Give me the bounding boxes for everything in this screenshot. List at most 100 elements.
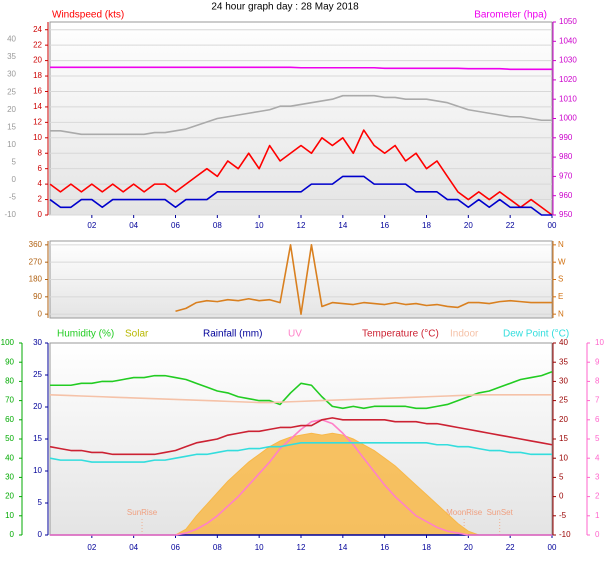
y-tick-label: 10 bbox=[33, 133, 42, 142]
y2-tick-label: S bbox=[558, 275, 563, 284]
series-label: Rainfall (mm) bbox=[203, 329, 262, 340]
y4-tick-label: 7 bbox=[595, 396, 600, 405]
series-label: Dew Point (°C) bbox=[503, 329, 569, 340]
x-tick-label: 06 bbox=[171, 543, 180, 552]
series-line bbox=[49, 129, 553, 216]
y2-tick-label: 990 bbox=[559, 133, 573, 142]
y-tick-label: 50 bbox=[5, 434, 14, 443]
x-tick-label: 10 bbox=[255, 543, 264, 552]
series-line bbox=[49, 442, 552, 463]
y-tick-label: 30 bbox=[5, 473, 14, 482]
x-tick-label: 16 bbox=[380, 543, 389, 552]
y2-tick-label: 0 bbox=[38, 530, 43, 539]
y3-tick-label: -5 bbox=[9, 193, 17, 202]
series-line bbox=[50, 94, 552, 136]
x-tick-label: 02 bbox=[87, 221, 96, 230]
y2-tick-label: 30 bbox=[33, 338, 42, 347]
y3-tick-label: 0 bbox=[559, 492, 564, 501]
series-line bbox=[49, 175, 552, 216]
y2-tick-label: 980 bbox=[559, 152, 573, 161]
y4-tick-label: 10 bbox=[595, 338, 604, 347]
x-tick-label: 16 bbox=[380, 221, 389, 230]
y-tick-label: 2 bbox=[38, 195, 43, 204]
x-tick-label: 22 bbox=[506, 221, 515, 230]
y-tick-label: 12 bbox=[33, 117, 42, 126]
y3-tick-label: 0 bbox=[12, 175, 17, 184]
x-tick-label: 08 bbox=[213, 221, 222, 230]
y2-tick-label: 10 bbox=[33, 466, 42, 475]
y-tick-label: 20 bbox=[33, 56, 42, 65]
y4-tick-label: 9 bbox=[595, 357, 600, 366]
y-tick-label: 0 bbox=[38, 210, 43, 219]
y-tick-label: 4 bbox=[38, 179, 43, 188]
y2-tick-label: 960 bbox=[559, 191, 573, 200]
y3-tick-label: 5 bbox=[559, 473, 564, 482]
y-tick-label: 360 bbox=[29, 240, 43, 249]
x-tick-label: 18 bbox=[422, 221, 431, 230]
y4-tick-label: 3 bbox=[595, 473, 600, 482]
x-tick-label: 00 bbox=[548, 221, 557, 230]
y2-tick-label: E bbox=[558, 292, 563, 301]
x-tick-label: 20 bbox=[464, 543, 473, 552]
y2-tick-label: N bbox=[558, 240, 564, 249]
y3-tick-label: 10 bbox=[559, 453, 568, 462]
series-label: Indoor bbox=[450, 329, 479, 340]
y-tick-label: 16 bbox=[33, 87, 42, 96]
y2-tick-label: 970 bbox=[559, 172, 573, 181]
series-label: Humidity (%) bbox=[57, 329, 114, 340]
y3-tick-label: -10 bbox=[4, 210, 16, 219]
series-line bbox=[50, 419, 552, 536]
x-tick-label: 14 bbox=[338, 543, 347, 552]
series-label: Solar bbox=[125, 329, 149, 340]
y3-tick-label: 15 bbox=[7, 122, 16, 131]
page-title: 24 hour graph day : 28 May 2018 bbox=[211, 2, 359, 13]
annotation: MoonRise bbox=[446, 508, 483, 517]
y3-tick-label: 30 bbox=[559, 377, 568, 386]
y-tick-label: 90 bbox=[5, 357, 14, 366]
y4-tick-label: 1 bbox=[595, 511, 600, 520]
y3-tick-label: 25 bbox=[559, 396, 568, 405]
y-tick-label: 6 bbox=[38, 164, 43, 173]
y2-tick-label: 1010 bbox=[559, 94, 577, 103]
x-tick-label: 10 bbox=[255, 221, 264, 230]
y-tick-label: 14 bbox=[33, 102, 42, 111]
series-line bbox=[50, 66, 552, 71]
y3-tick-label: 40 bbox=[7, 35, 16, 44]
x-tick-label: 14 bbox=[338, 221, 347, 230]
x-tick-label: 22 bbox=[506, 543, 515, 552]
series-line bbox=[49, 417, 553, 456]
y-tick-label: 18 bbox=[33, 71, 42, 80]
y2-tick-label: 15 bbox=[33, 434, 42, 443]
x-tick-label: 12 bbox=[297, 543, 306, 552]
y-tick-label: 24 bbox=[33, 25, 42, 34]
y2-tick-label: 1050 bbox=[559, 17, 577, 26]
y3-tick-label: 15 bbox=[559, 434, 568, 443]
x-tick-label: 02 bbox=[87, 543, 96, 552]
x-tick-label: 12 bbox=[297, 221, 306, 230]
y3-tick-label: 35 bbox=[7, 52, 16, 61]
y-tick-label: 90 bbox=[33, 292, 42, 301]
y-tick-label: 270 bbox=[29, 257, 43, 266]
y-tick-label: 60 bbox=[5, 415, 14, 424]
y-tick-label: 0 bbox=[10, 530, 15, 539]
series-line bbox=[175, 244, 552, 315]
y-tick-label: 20 bbox=[5, 492, 14, 501]
y-tick-label: 180 bbox=[29, 275, 43, 284]
y3-tick-label: 10 bbox=[7, 140, 16, 149]
annotation: SunRise bbox=[127, 508, 158, 517]
y3-tick-label: 30 bbox=[7, 70, 16, 79]
y3-tick-label: 20 bbox=[7, 105, 16, 114]
y-tick-label: 0 bbox=[38, 309, 43, 318]
x-tick-label: 08 bbox=[213, 543, 222, 552]
y4-tick-label: 2 bbox=[595, 492, 600, 501]
y3-tick-label: 40 bbox=[559, 338, 568, 347]
y2-tick-label: 950 bbox=[559, 210, 573, 219]
x-tick-label: 04 bbox=[129, 221, 138, 230]
x-tick-label: 04 bbox=[129, 543, 138, 552]
y-tick-label: 80 bbox=[5, 377, 14, 386]
series-line bbox=[49, 394, 552, 404]
y2-tick-label: N bbox=[558, 309, 564, 318]
y2-tick-label: 5 bbox=[38, 498, 43, 507]
y4-tick-label: 5 bbox=[595, 434, 600, 443]
